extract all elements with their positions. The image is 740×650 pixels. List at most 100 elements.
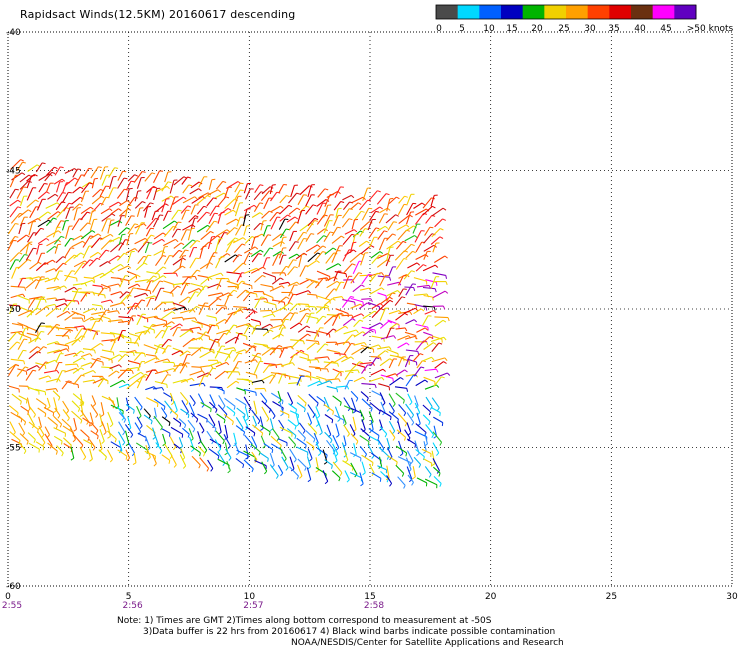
wind-barb-flag <box>168 338 172 341</box>
wind-barb-flag <box>217 325 220 330</box>
wind-barb-flag <box>258 451 261 456</box>
wind-barb <box>190 445 201 454</box>
wind-barb <box>271 277 281 285</box>
wind-barb <box>89 251 99 258</box>
wind-barb <box>233 306 247 309</box>
wind-barb-flag <box>233 412 236 417</box>
wind-barb <box>189 370 203 376</box>
wind-barb <box>145 295 155 300</box>
wind-barb <box>173 400 178 411</box>
wind-barb-flag <box>391 292 396 295</box>
wind-barb <box>125 188 130 201</box>
wind-barb <box>396 369 405 376</box>
wind-barb <box>56 207 67 218</box>
wind-barb-flag <box>137 283 141 287</box>
wind-barb <box>100 299 111 303</box>
wind-barb <box>361 383 376 386</box>
wind-barb-flag <box>126 200 131 203</box>
wind-barb <box>135 442 149 451</box>
wind-barb <box>53 435 63 442</box>
wind-barb <box>326 349 340 354</box>
wind-barb <box>279 347 285 359</box>
wind-barb-flag <box>70 237 75 240</box>
wind-barb <box>215 430 225 442</box>
wind-barb-flag <box>378 344 382 348</box>
wind-barb <box>198 302 206 315</box>
wind-barb <box>72 367 82 374</box>
wind-barb <box>17 350 24 360</box>
wind-barb-flag <box>161 387 165 391</box>
wind-barb <box>53 285 65 291</box>
wind-barb <box>270 205 281 213</box>
wind-barb <box>335 281 342 292</box>
wind-barb-flag <box>44 183 48 185</box>
wind-barb <box>326 385 338 390</box>
wind-barb-flag <box>22 293 26 298</box>
wind-barb <box>206 315 217 319</box>
wind-barb <box>394 296 403 306</box>
wind-barb-flag <box>306 312 310 315</box>
wind-barb-flag <box>162 266 167 269</box>
wind-barb-flag <box>358 272 363 275</box>
wind-barb-flag <box>238 352 243 355</box>
wind-barb-flag <box>122 302 126 306</box>
wind-barb-flag <box>374 329 377 334</box>
wind-barb-flag <box>427 327 429 331</box>
wind-barb <box>181 176 188 185</box>
wind-barb <box>299 312 307 324</box>
wind-barb <box>18 422 26 434</box>
wind-barb <box>288 192 298 204</box>
legend-swatch <box>652 5 675 19</box>
wind-barb-flag <box>256 293 258 298</box>
wind-barb <box>73 350 82 358</box>
wind-barb <box>9 206 19 218</box>
wind-barb-flag <box>167 374 171 376</box>
wind-barb <box>98 439 103 450</box>
wind-barb <box>261 461 268 472</box>
wind-barb <box>153 316 167 322</box>
wind-barb <box>353 210 362 222</box>
wind-barb-flag <box>238 371 241 376</box>
wind-barb-flag <box>258 253 262 255</box>
wind-barb-flag <box>352 410 357 414</box>
wind-barb <box>134 201 143 209</box>
wind-barb <box>28 221 34 236</box>
wind-barb <box>64 238 71 247</box>
wind-barb-flag <box>67 311 71 314</box>
wind-barb <box>108 396 116 406</box>
wind-barb <box>173 417 182 424</box>
wind-barb-flag <box>37 337 42 341</box>
wind-barb <box>72 288 79 302</box>
wind-barb-flag <box>344 325 349 329</box>
wind-barb-flag <box>182 265 186 269</box>
wind-barb-flag <box>55 425 58 429</box>
wind-barb <box>370 356 381 358</box>
wind-barb-flag <box>371 462 374 466</box>
wind-barb <box>180 283 188 296</box>
wind-barb-flag <box>402 400 405 404</box>
wind-barb <box>26 332 38 337</box>
wind-barb-flag <box>104 294 106 299</box>
wind-barb <box>378 419 383 429</box>
wind-barb <box>332 296 342 299</box>
wind-barb <box>171 350 181 356</box>
wind-barb <box>100 208 110 215</box>
wind-barb <box>9 259 16 271</box>
wind-barb <box>251 436 258 447</box>
wind-barb-flag <box>402 240 407 244</box>
wind-barb <box>61 418 72 428</box>
wind-barb-flag <box>147 330 151 334</box>
wind-barb-flag <box>74 177 78 181</box>
wind-barb-flag <box>379 478 382 482</box>
wind-barb <box>164 171 169 183</box>
wind-barb <box>261 374 273 381</box>
wind-barb-flag <box>375 357 380 360</box>
wind-barb-flag <box>411 414 415 419</box>
wind-barb <box>82 417 91 424</box>
wind-barb-flag <box>324 481 329 485</box>
wind-barb <box>269 407 276 417</box>
wind-barb <box>333 201 342 211</box>
legend-label: >50 knots <box>687 24 734 34</box>
wind-barb <box>26 307 38 318</box>
wind-barb-flag <box>227 445 231 449</box>
